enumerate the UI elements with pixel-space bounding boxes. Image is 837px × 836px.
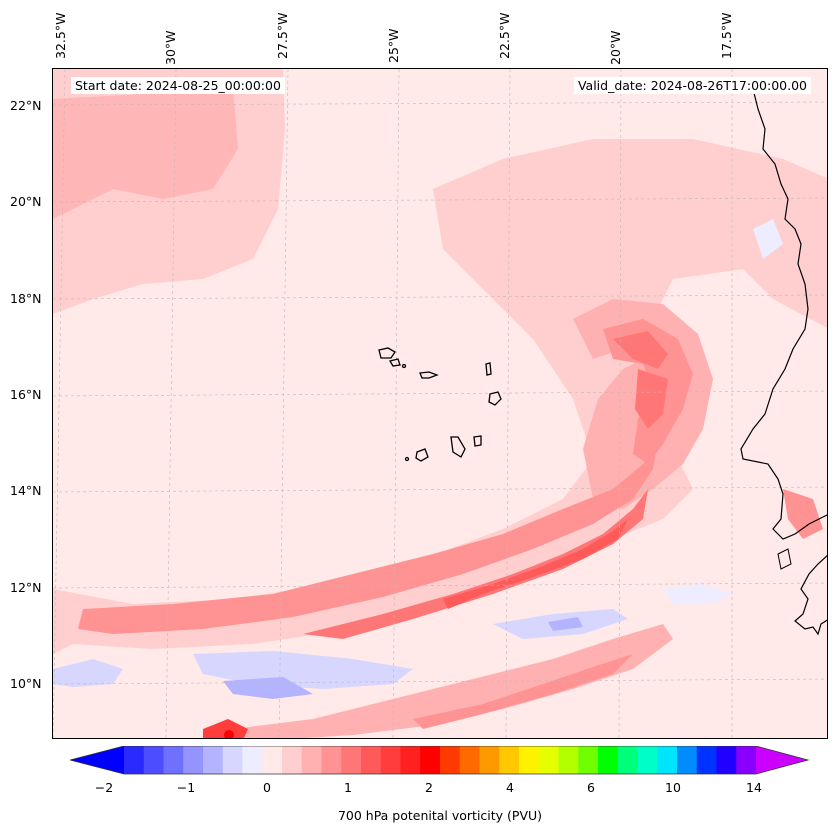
colorbar-tick-14: 14 [746,780,762,795]
colorbar-tick-neg2: −2 [94,780,114,795]
lon-label-22-5w: 22.5°W [497,12,512,59]
colorbar-cell [440,746,461,774]
colorbar-cell [242,746,263,774]
colorbar-cell [222,746,243,774]
colorbar-tick-neg1: −1 [176,780,196,795]
colorbar-tick-4: 4 [506,780,514,795]
colorbar-cell [380,746,401,774]
gridlines [53,69,827,738]
lon-label-27-5w: 27.5°W [275,12,290,59]
colorbar-extend-right [756,746,808,774]
colorbar-cell [538,746,559,774]
colorbar-tick-6: 6 [587,780,595,795]
colorbar-cell [499,746,520,774]
pv-field-map [53,69,827,738]
colorbar-cell [519,746,540,774]
colorbar-tick-2: 2 [425,780,433,795]
colorbar-tick-0: 0 [263,780,271,795]
colorbar-cell [657,746,678,774]
colorbar-cell [677,746,698,774]
colorbar-extend-left [70,746,124,774]
colorbar-cell [361,746,382,774]
pv-swirl-inner [603,319,693,464]
cape-verde-islands [378,347,502,462]
colorbar-cell [183,746,204,774]
colorbar-cell [203,746,224,774]
start-date-label: Start date: 2024-08-25_00:00:00 [71,77,285,94]
valid-date-label: Valid_date: 2024-08-26T17:00:00.00 [573,77,811,94]
colorbar-cell [400,746,421,774]
lat-label-12n: 12°N [10,580,42,595]
colorbar-cell [617,746,638,774]
colorbar-cell [578,746,599,774]
colorbar-cell [420,746,441,774]
lat-label-14n: 14°N [10,483,42,498]
colorbar-cell [736,746,757,774]
colorbar-cell [301,746,322,774]
lat-label-18n: 18°N [10,291,42,306]
lon-label-32-5w: 32.5°W [53,12,68,59]
lon-label-17-5w: 17.5°W [719,12,734,59]
pv-spot-southwest [203,719,248,738]
colorbar-cell [459,746,480,774]
africa-coastline [740,88,827,636]
colorbar-title: 700 hPa potenital vorticity (PVU) [337,808,543,823]
lat-label-10n: 10°N [10,676,42,691]
lon-label-20w: 20°W [608,30,623,65]
colorbar-tick-1: 1 [344,780,352,795]
colorbar-cell [262,746,283,774]
lat-label-22n: 22°N [10,98,42,113]
colorbar-cell [696,746,717,774]
lat-label-16n: 16°N [10,387,42,402]
map-panel [52,68,828,739]
colorbar-cell [598,746,619,774]
lon-label-25w: 25°W [386,28,401,63]
colorbar [70,746,810,775]
colorbar-cell [143,746,164,774]
pv-band-core [443,519,628,609]
colorbar-cell [124,746,145,774]
colorbar-cell [637,746,658,774]
colorbar-cell [341,746,362,774]
lat-label-20n: 20°N [10,194,42,209]
colorbar-cell [716,746,737,774]
colorbar-cell [282,746,303,774]
pv-band-main [78,439,658,634]
colorbar-cell [163,746,184,774]
colorbar-tick-10: 10 [665,780,681,795]
lon-label-30w: 30°W [163,30,178,65]
colorbar-cell [558,746,579,774]
colorbar-cell [321,746,342,774]
colorbar-cell [479,746,500,774]
